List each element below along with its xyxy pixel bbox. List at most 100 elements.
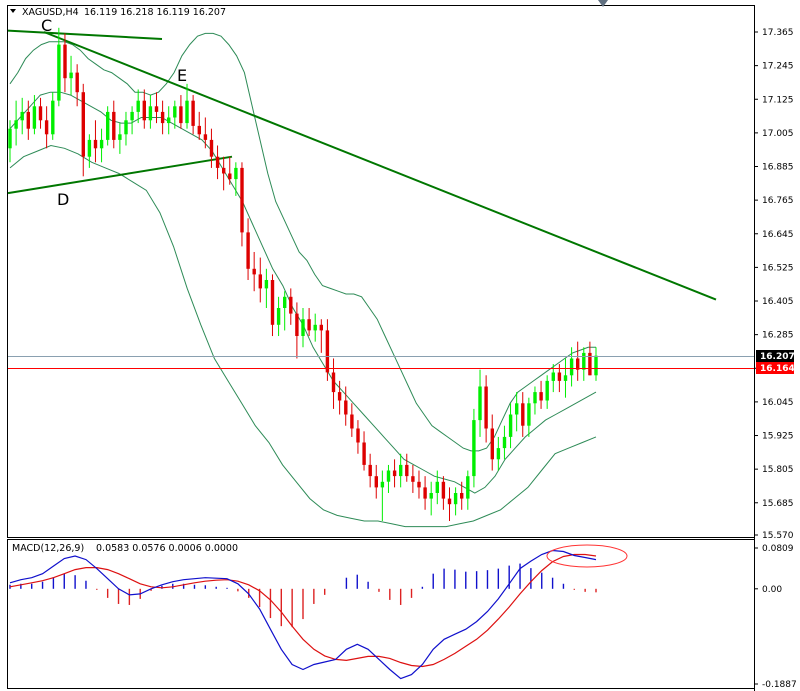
candle (545, 375, 549, 409)
candle-body (118, 134, 122, 140)
candle (222, 156, 226, 191)
price-tick-label: 17.005 (762, 129, 794, 139)
candle (417, 470, 421, 499)
candle-body (331, 372, 336, 393)
candle-body (521, 403, 525, 426)
candle-body (185, 100, 189, 124)
macd-indicator (9, 549, 597, 680)
candle (331, 358, 336, 409)
candle (289, 288, 293, 325)
candle (508, 403, 513, 449)
candle-body (588, 352, 592, 376)
candle (435, 470, 439, 505)
candle-body (411, 476, 415, 482)
candle (57, 27, 61, 107)
candlesticks (8, 27, 598, 521)
candle (228, 156, 232, 185)
bb-upper-line (9, 32, 596, 452)
candle (295, 302, 299, 359)
candle-body (270, 280, 275, 325)
candle (197, 111, 201, 140)
price-axis: 17.365 17.245 17.125 17.005 16.885 16.765 16.6… (754, 28, 794, 541)
candle-body (160, 111, 165, 124)
candle-body (222, 167, 226, 174)
candle (185, 83, 189, 129)
price-tick-label: 16.285 (762, 331, 794, 341)
ohlc-readout: 16.119 16.218 16.119 16.207 (84, 7, 226, 18)
candle-body (20, 111, 24, 121)
symbol-label: XAGUSD,H4 (22, 7, 79, 18)
candle (386, 464, 391, 493)
candle (112, 100, 116, 149)
candle (527, 397, 531, 437)
candle (173, 100, 177, 129)
candle (191, 95, 195, 135)
candle (99, 128, 104, 163)
candle-body (44, 120, 49, 135)
candle-body (313, 324, 317, 331)
candle (374, 464, 378, 499)
macd-panel-border (7, 539, 755, 689)
candle (515, 392, 519, 432)
candle-body (386, 470, 391, 482)
candle (63, 33, 67, 93)
candle-body (417, 481, 421, 488)
scroll-marker-icon[interactable] (598, 0, 608, 7)
bb-lower-line (9, 144, 597, 528)
macd-highlight-ellipse (546, 544, 628, 568)
candle (423, 476, 427, 510)
macd-values-label: 0.0583 0.0576 0.0006 0.0000 (96, 543, 238, 554)
candle (490, 414, 494, 471)
candle-body (252, 268, 256, 275)
candle-body (344, 400, 348, 415)
candle-body (380, 481, 385, 488)
candle-body (14, 120, 18, 129)
candle (362, 431, 366, 471)
candle-body (362, 442, 366, 465)
candle-body (545, 380, 549, 401)
trendline-descending (43, 31, 717, 301)
macd-line (9, 549, 597, 680)
macd-name-label: MACD(12,26,9) (12, 543, 84, 554)
candle (502, 425, 507, 460)
current-price-tag: 16.207 (756, 350, 795, 362)
candle (26, 100, 30, 140)
price-tick-label: 16.765 (762, 196, 794, 206)
candle (411, 464, 415, 493)
candle-body (215, 156, 220, 168)
candle (81, 83, 85, 177)
candle (209, 128, 214, 168)
current-price-value: 16.207 (760, 352, 795, 362)
candle-body (337, 392, 342, 401)
candle-body (32, 106, 37, 129)
candle-body (197, 125, 201, 135)
candle (576, 341, 580, 381)
candle-body (283, 296, 287, 308)
candle (472, 408, 476, 488)
dropdown-triangle-icon[interactable] (10, 9, 16, 13)
candle-body (569, 358, 574, 376)
candle (154, 92, 159, 124)
candle-body (484, 386, 488, 429)
candle-body (405, 464, 409, 477)
candle-body (460, 493, 464, 499)
candle-body (490, 428, 494, 460)
candle-body (594, 355, 598, 376)
candle-body (154, 106, 159, 112)
price-tick-label: 17.245 (762, 62, 794, 72)
candle-body (466, 476, 470, 499)
candle-body (496, 448, 501, 460)
trendlines (7, 29, 717, 301)
candle-body (557, 372, 562, 381)
candle (533, 386, 537, 415)
candle-body (173, 106, 177, 118)
candle (69, 55, 73, 96)
candle (380, 470, 385, 521)
candle-body (191, 100, 195, 126)
candle (203, 117, 208, 149)
candle-body (368, 464, 372, 477)
candle-body (502, 436, 507, 449)
price-tick-label: 15.805 (762, 465, 794, 475)
candle (569, 347, 574, 387)
